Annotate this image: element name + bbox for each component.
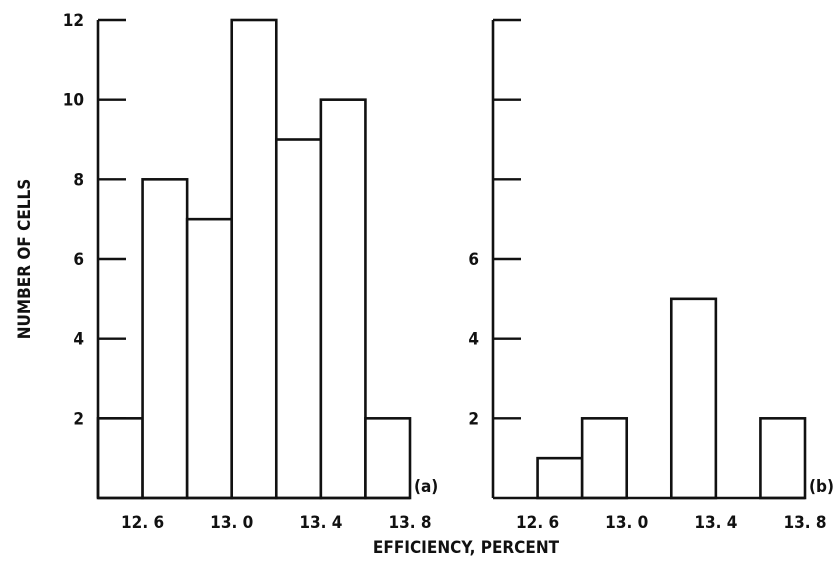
x-tick-label-a-3: 13. 8 bbox=[388, 513, 431, 533]
y-tick-label-a-12: 12 bbox=[63, 11, 84, 31]
x-tick-label-b-0: 12. 6 bbox=[516, 513, 559, 533]
x-tick-label-b-2: 13. 4 bbox=[694, 513, 737, 533]
bar-b-1 bbox=[536, 456, 584, 500]
bar-a-5 bbox=[274, 138, 323, 500]
panel-tag-a: (a) bbox=[414, 477, 438, 497]
y-axis-label: NUMBER OF CELLS bbox=[15, 179, 35, 340]
bar-b-6 bbox=[759, 417, 807, 500]
panel-a: 2 4 6 8 10 12 12. 6 13. 0 13. 4 13. 8 (a) bbox=[63, 11, 439, 533]
bar-a-1 bbox=[96, 417, 144, 500]
x-tick-label-b-1: 13. 0 bbox=[605, 513, 648, 533]
y-tick-label-a-8: 8 bbox=[73, 170, 84, 190]
y-tick-label-b-4: 4 bbox=[468, 330, 479, 350]
x-tick-label-a-2: 13. 4 bbox=[299, 513, 342, 533]
y-tick-label-a-6: 6 bbox=[73, 250, 84, 270]
y-tick-label-a-4: 4 bbox=[73, 330, 84, 350]
bar-a-7 bbox=[364, 417, 412, 500]
x-axis-label: EFFICIENCY, PERCENT bbox=[373, 538, 560, 558]
bar-a-2 bbox=[141, 178, 189, 500]
y-tick-label-a-10: 10 bbox=[63, 91, 84, 111]
x-tick-label-b-3: 13. 8 bbox=[783, 513, 826, 533]
y-tick-label-a-2: 2 bbox=[73, 409, 84, 429]
y-tick-label-b-2: 2 bbox=[468, 409, 479, 429]
bar-b-4 bbox=[669, 297, 718, 500]
y-tick-label-b-6: 6 bbox=[468, 250, 479, 270]
bar-b-2 bbox=[580, 417, 629, 500]
bar-a-6 bbox=[319, 98, 367, 500]
x-tick-label-a-1: 13. 0 bbox=[210, 513, 253, 533]
bar-a-3 bbox=[185, 217, 234, 500]
bar-a-4 bbox=[230, 18, 278, 500]
panel-b: 2 4 6 12. 6 13. 0 13. 4 13. 8 (b) bbox=[468, 18, 834, 533]
x-tick-label-a-0: 12. 6 bbox=[121, 513, 164, 533]
panel-tag-b: (b) bbox=[809, 477, 834, 497]
